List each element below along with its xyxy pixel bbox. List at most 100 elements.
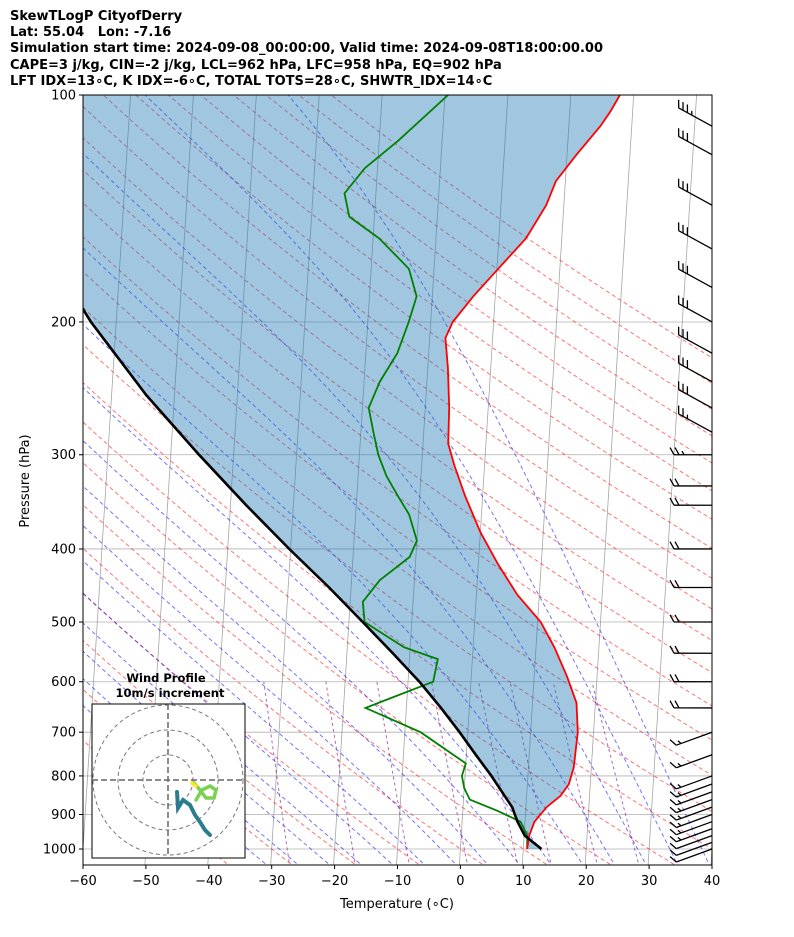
barb-flag: [674, 614, 680, 623]
axes: −60 −50 −40 −30 −20 −10 0 10 20 30 40 100 200 300 400 5…: [43, 89, 720, 890]
wind-barb: [669, 674, 713, 683]
wind-barbs: [669, 99, 713, 863]
hodograph-inset: Wind Profile 10m/s increment: [91, 671, 246, 859]
wind-barb: [669, 806, 713, 821]
barb-staff: [676, 754, 713, 769]
wind-barb: [669, 775, 713, 790]
dry-adiabat: [83, 462, 613, 865]
barb-flag: [669, 541, 675, 550]
wind-barb: [669, 541, 713, 550]
x-tick-label: 30: [641, 874, 658, 889]
barb-flag: [669, 842, 677, 850]
wind-barb: [677, 355, 713, 383]
barb-flag: [669, 806, 677, 814]
barb-half-flag: [677, 807, 682, 812]
dewpoint-line: [343, 95, 529, 850]
wind-barb: [669, 478, 713, 487]
isotherm: [270, 95, 320, 865]
wind-barb: [669, 821, 713, 836]
barb-flag: [669, 674, 675, 683]
barb-half-flag: [677, 836, 682, 841]
wind-barb: [669, 447, 713, 456]
barb-staff: [676, 783, 713, 798]
isotherm: [83, 95, 131, 856]
wind-barb: [669, 731, 713, 746]
barb-flag: [669, 783, 677, 790]
barb-flag: [669, 447, 675, 456]
barb-staff: [676, 848, 713, 863]
cape-line: CAPE=3 j/kg, CIN=-2 j/kg, LCL=962 hPa, L…: [10, 57, 502, 73]
moist-adiabat: [83, 560, 426, 865]
x-axis-label: Temperature (∘C): [339, 897, 454, 912]
barb-staff: [676, 821, 713, 836]
moist-adiabat: [83, 247, 616, 865]
barb-flag: [669, 497, 675, 506]
barb-flag: [669, 761, 677, 769]
moist-adiabat: [287, 95, 710, 865]
y-tick-label: 500: [51, 616, 76, 631]
wind-barb: [677, 326, 713, 354]
barb-flag: [669, 849, 677, 856]
x-tick-label: −10: [384, 874, 411, 889]
barb-flag: [669, 791, 677, 798]
barb-half-flag: [677, 784, 682, 788]
y-tick-label: 700: [51, 726, 76, 741]
wind-barb: [669, 754, 713, 769]
wind-barb: [677, 295, 713, 323]
index-line: LFT IDX=13∘C, K IDX=-6∘C, TOTAL TOTS=28∘…: [10, 73, 493, 89]
barb-staff: [678, 334, 713, 354]
time-line: Simulation start time: 2024-09-08_00:00:…: [10, 41, 603, 57]
wind-barb: [677, 128, 713, 156]
wind-barb: [677, 178, 713, 206]
y-axis-label: Pressure (hPa): [18, 434, 33, 527]
moist-adiabat: [83, 440, 521, 865]
location-line: Lat: 55.04 Lon: -7.16: [10, 25, 172, 41]
hodograph-title: Wind Profile: [126, 671, 206, 685]
x-tick-label: 10: [515, 874, 532, 889]
barb-staff: [676, 731, 713, 746]
mixing-ratio-line: [431, 681, 469, 865]
isotherm: [584, 95, 635, 865]
cape-fill: [83, 95, 620, 849]
wind-barb: [669, 497, 713, 506]
mixing-ratio-line: [552, 681, 598, 865]
wind-barb: [669, 645, 713, 654]
wind-barb: [677, 222, 713, 250]
y-tick-label: 300: [51, 448, 76, 463]
dry-adiabat: [83, 306, 712, 776]
barb-staff: [678, 362, 713, 383]
barb-staff: [676, 841, 713, 856]
y-tick-label: 400: [51, 542, 76, 557]
moist-adiabat: [83, 386, 552, 865]
barb-staff: [676, 835, 713, 850]
barb-flag: [669, 828, 677, 836]
barb-flag: [674, 497, 680, 506]
barb-flag: [674, 700, 680, 709]
mixing-ratio-line: [376, 681, 410, 865]
wind-barb: [669, 614, 713, 623]
barb-flag: [674, 447, 680, 456]
barb-half-flag: [677, 762, 682, 767]
wind-barb: [669, 783, 713, 798]
barb-staff: [676, 813, 713, 829]
barb-staff: [678, 389, 713, 409]
barb-half-flag: [681, 450, 685, 456]
barb-half-flag: [677, 792, 682, 796]
barb-staff: [678, 413, 713, 433]
wind-barb: [669, 828, 713, 843]
barb-flag: [674, 579, 680, 588]
barb-flag: [669, 478, 675, 487]
temperature-line: [444, 95, 621, 850]
y-tick-label: 800: [51, 769, 76, 784]
y-tick-label: 900: [51, 808, 76, 823]
moist-adiabat: [144, 95, 679, 865]
x-tick-label: −40: [195, 874, 222, 889]
dry-adiabat: [83, 271, 712, 741]
barb-flag: [674, 645, 680, 654]
parcel-line: [83, 306, 543, 851]
dry-adiabat: [83, 547, 485, 865]
wind-barb: [669, 835, 713, 850]
cape-area: [83, 95, 620, 849]
barb-staff: [678, 268, 713, 289]
hodograph-trace-low: [175, 790, 212, 837]
